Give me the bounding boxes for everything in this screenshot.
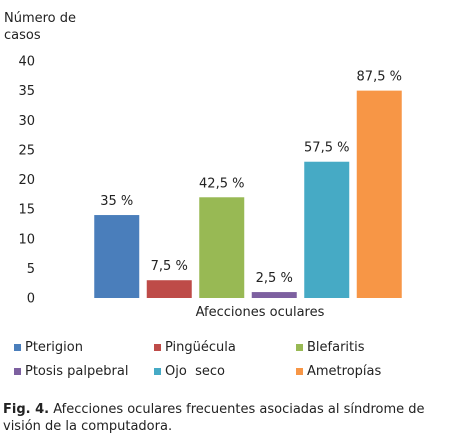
legend: Pterigion Pingüécula Blefaritis Ptosis palp… (0, 338, 461, 386)
legend-label: Ptosis palpebral (25, 363, 129, 379)
legend-swatch (296, 367, 303, 375)
data-label-4: 57,5 % (304, 141, 349, 156)
y-tick-label: 20 (18, 173, 35, 188)
bar-4 (304, 161, 350, 298)
y-tick-label: 40 (18, 55, 35, 70)
legend-label: Ametropías (307, 363, 382, 379)
legend-swatch (154, 343, 161, 351)
legend-label: Ojo seco (165, 363, 225, 379)
bar-0 (94, 215, 140, 298)
legend-label: Pingüécula (165, 339, 236, 355)
data-label-3: 2,5 % (256, 271, 293, 286)
bar-5 (356, 90, 402, 298)
y-tick-label: 30 (18, 114, 35, 129)
figure-caption: Fig. 4. Afecciones oculares frecuentes a… (3, 401, 458, 435)
legend-item-0: Pterigion (14, 338, 83, 356)
y-axis-title: Número de casos (4, 11, 77, 43)
y-tick-label: 35 (18, 84, 35, 99)
legend-item-5: Ametropías (296, 362, 381, 380)
caption-text: Afecciones oculares frecuentes asociadas… (3, 402, 425, 434)
legend-swatch (14, 343, 21, 351)
bar-1 (146, 280, 192, 298)
legend-item-4: Ojo seco (154, 362, 225, 380)
legend-swatch (14, 367, 21, 375)
data-label-0: 35 % (100, 194, 133, 209)
legend-label: Pterigion (25, 339, 83, 355)
legend-item-1: Pingüécula (154, 338, 236, 356)
bar-2 (199, 197, 245, 298)
y-tick-label: 0 (27, 292, 35, 307)
legend-item-2: Blefaritis (296, 338, 365, 356)
legend-swatch (154, 367, 161, 375)
y-tick-label: 25 (18, 143, 35, 158)
x-axis-title: Afecciones oculares (196, 305, 325, 320)
data-label-2: 42,5 % (199, 176, 244, 191)
data-label-5: 87,5 % (357, 70, 402, 85)
legend-item-3: Ptosis palpebral (14, 362, 128, 380)
y-tick-label: 5 (27, 262, 35, 277)
caption-label: Fig. 4. (3, 402, 50, 417)
y-tick-label: 15 (18, 203, 35, 218)
y-tick-label: 10 (18, 232, 35, 247)
bars (94, 90, 402, 298)
legend-swatch (296, 343, 303, 351)
bar-chart: 0 5 10 15 20 25 30 35 40 35 % 7,5 % 42,5 % 2,5 % 57,… (18, 55, 402, 321)
bar-3 (251, 292, 297, 298)
data-labels: 35 % 7,5 % 42,5 % 2,5 % 57,5 % 87,5 % (100, 70, 402, 286)
y-axis-ticks: 0 5 10 15 20 25 30 35 40 (18, 55, 35, 307)
data-label-1: 7,5 % (151, 259, 188, 274)
legend-label: Blefaritis (307, 339, 365, 355)
